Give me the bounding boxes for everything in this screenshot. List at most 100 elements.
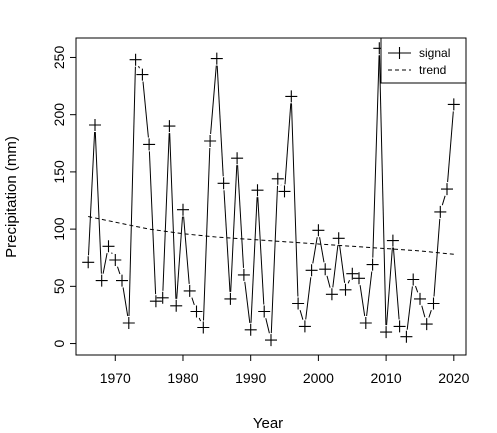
- signal-point-2010: [380, 326, 393, 339]
- x-tick-label-1980: 1980: [167, 370, 198, 386]
- signal-point-1966: [82, 256, 95, 269]
- signal-segment: [291, 103, 299, 297]
- signal-point-2000: [312, 224, 325, 237]
- signal-segment: [332, 245, 339, 288]
- signal-point-1988: [231, 152, 244, 165]
- signal-point-1971: [116, 274, 128, 287]
- signal-segment: [372, 55, 380, 258]
- legend-trend-label: trend: [419, 63, 446, 77]
- signal-point-1995: [278, 185, 291, 198]
- signal-point-1999: [305, 264, 318, 277]
- signal-segment: [128, 66, 136, 317]
- signal-segment: [284, 103, 292, 185]
- y-axis-label: Precipitation (mm): [3, 136, 20, 258]
- signal-point-2015: [414, 292, 426, 305]
- signal-point-1970: [109, 254, 122, 266]
- y-tick-label-100: 100: [51, 217, 67, 241]
- signal-point-1989: [237, 268, 250, 281]
- signal-segment: [347, 280, 350, 284]
- signal-point-1991: [251, 184, 264, 197]
- signal-segment: [359, 285, 366, 317]
- signal-point-1990: [244, 323, 257, 336]
- signal-segment: [122, 287, 129, 317]
- signal-point-1978: [163, 120, 176, 133]
- signal-point-1993: [265, 334, 277, 347]
- signal-point-1984: [204, 135, 217, 147]
- signal-segment: [305, 277, 312, 320]
- signal-segment: [169, 133, 177, 299]
- signal-segment: [111, 252, 113, 254]
- signal-segment: [379, 55, 387, 326]
- signal-point-1977: [156, 291, 169, 304]
- signal-segment: [138, 65, 140, 69]
- signal-segment: [447, 111, 454, 183]
- signal-point-1986: [217, 177, 230, 190]
- signal-point-1967: [89, 119, 101, 131]
- signal-segment: [428, 310, 432, 318]
- signal-segment: [244, 281, 251, 323]
- x-axis-label: Year: [253, 415, 283, 432]
- signal-segment: [176, 216, 183, 299]
- signal-point-2005: [346, 267, 359, 280]
- signal-segment: [223, 190, 231, 292]
- y-tick-label-200: 200: [51, 103, 67, 127]
- signal-segment: [406, 286, 413, 330]
- signal-segment: [230, 165, 238, 292]
- signal-segment: [102, 253, 108, 274]
- signal-segment: [162, 133, 170, 291]
- signal-point-1996: [285, 90, 298, 103]
- signal-point-2018: [434, 205, 447, 218]
- signal-point-2004: [339, 283, 352, 296]
- signal-segment: [433, 218, 441, 297]
- signal-point-1973: [129, 53, 142, 66]
- signal-segment: [237, 165, 244, 268]
- signal-point-2006: [353, 272, 365, 285]
- signal-point-1985: [210, 52, 223, 65]
- x-tick-label-2000: 2000: [303, 370, 334, 386]
- signal-point-1983: [197, 321, 210, 334]
- signal-point-1997: [292, 297, 305, 310]
- x-tick-label-1990: 1990: [235, 370, 266, 386]
- signal-segment: [366, 271, 373, 317]
- signal-point-1987: [224, 292, 237, 305]
- y-tick-label-50: 50: [51, 278, 67, 294]
- signal-point-2013: [400, 330, 413, 343]
- signal-point-2001: [319, 263, 332, 276]
- signal-point-1994: [271, 172, 284, 185]
- signal-point-2017: [427, 297, 440, 310]
- signal-segment: [198, 317, 202, 322]
- x-axis: 1970 1980 1990 2000 2010 2020: [100, 354, 470, 386]
- signal-point-1979: [170, 299, 183, 312]
- signal-segment: [339, 245, 346, 283]
- x-tick-label-2010: 2010: [371, 370, 402, 386]
- signal-segment: [183, 216, 190, 284]
- signal-segment: [441, 195, 446, 206]
- y-tick-label-250: 250: [51, 46, 67, 70]
- signal-segment: [415, 285, 419, 293]
- signal-segment: [117, 266, 121, 275]
- signal-point-2019: [441, 183, 453, 196]
- signal-point-2014: [407, 273, 420, 286]
- signal-point-2002: [325, 288, 338, 301]
- signal-point-1974: [136, 68, 149, 81]
- signal-segment: [250, 197, 258, 323]
- y-tick-label-150: 150: [51, 160, 67, 184]
- y-tick-label-0: 0: [51, 339, 67, 347]
- signal-segment: [392, 247, 400, 320]
- signal-point-1992: [258, 305, 271, 318]
- signal-segment: [257, 197, 265, 305]
- signal-point-1975: [143, 138, 156, 151]
- signal-segment: [386, 247, 393, 326]
- signal-segment: [191, 297, 195, 306]
- signal-point-1969: [102, 240, 115, 253]
- signal-segment: [319, 237, 325, 263]
- legend-box: [380, 37, 467, 84]
- legend-signal-label: signal: [419, 46, 450, 60]
- series-layer: [82, 42, 460, 347]
- signal-segment: [94, 131, 102, 274]
- signal-point-2003: [332, 232, 345, 245]
- signal-segment: [210, 65, 217, 135]
- x-tick-label-1970: 1970: [100, 370, 131, 386]
- signal-point-1998: [298, 320, 311, 333]
